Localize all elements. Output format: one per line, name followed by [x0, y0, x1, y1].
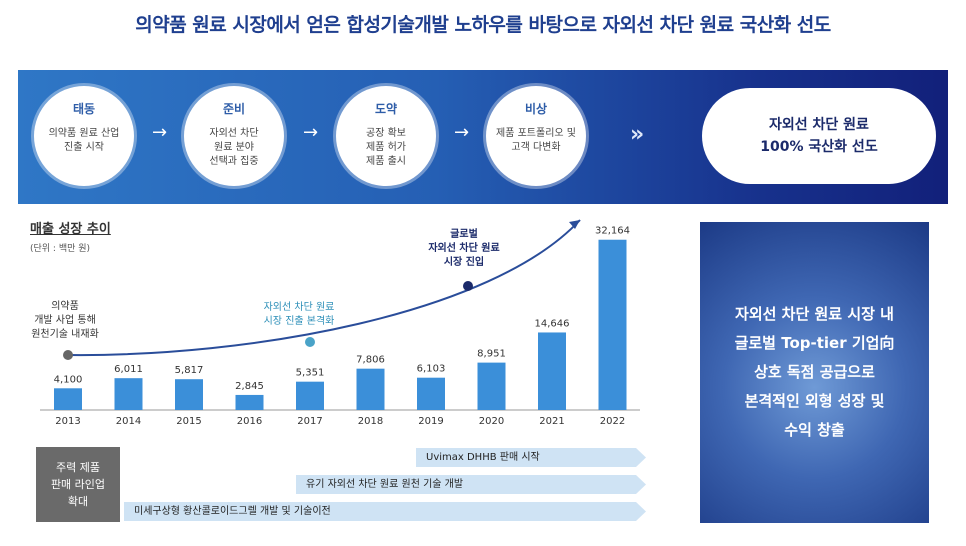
bar-value-label: 14,646 [535, 318, 570, 329]
revenue-chart: 4,100 2013 6,011 2014 5,817 2015 2,845 2016 5,35… [40, 219, 640, 427]
product-lineup-box: 주력 제품 판매 라인업 확대 [36, 447, 120, 522]
marker-2017 [305, 337, 315, 347]
stage-desc: 제품 포트폴리오 및 고객 다변화 [496, 128, 576, 153]
stage-name: 도약 [374, 102, 398, 116]
bar-value-label: 8,951 [477, 349, 506, 360]
annotation-origin: 의약품 개발 사업 통해 원천기술 내재화 [31, 301, 99, 340]
bar-value-label: 6,103 [417, 364, 446, 375]
annotation-market-entry: 자외선 차단 원료 시장 진출 본격화 [263, 302, 335, 327]
growth-curve [67, 219, 581, 357]
stage-name: 비상 [524, 102, 548, 116]
bar-2016 [235, 394, 264, 410]
bar-value-label: 4,100 [54, 374, 83, 385]
stage-name: 태동 [72, 102, 96, 116]
bar-2021 [538, 332, 566, 410]
x-tick-label: 2017 [297, 416, 322, 427]
bar-value-label: 5,817 [175, 365, 204, 376]
bar-value-label: 6,011 [114, 364, 143, 375]
bar-2018 [356, 368, 385, 410]
stage-desc: 의약품 원료 산업 진출 시작 [48, 128, 120, 153]
timeline-arrow-1: Uvimax DHHB 판매 시작 [416, 448, 646, 467]
timeline-arrow-2: 유기 자외선 차단 원료 원천 기술 개발 [296, 475, 646, 494]
right-arrow-icon: → [152, 122, 168, 143]
roadmap-banner: 태동 의약품 원료 산업 진출 시작 → 준비 자외선 차단 원료 분야 선택과… [18, 70, 948, 204]
goal-badge: 자외선 차단 원료 100% 국산화 선도 [702, 88, 936, 184]
timeline-arrow-3: 미세구상형 황산콜로이드그렐 개발 및 기술이전 [124, 502, 646, 521]
stage-circle-1: 태동 의약품 원료 산업 진출 시작 [34, 86, 134, 186]
x-tick-label: 2015 [176, 416, 201, 427]
bar-2019 [417, 377, 445, 410]
summary-panel: 자외선 차단 원료 시장 내 글로벌 Top-tier 기업向 상호 독점 공급… [700, 222, 929, 523]
x-tick-label: 2022 [600, 416, 625, 427]
stage-circle-2: 준비 자외선 차단 원료 분야 선택과 집중 [184, 86, 284, 186]
bar-2013 [54, 388, 82, 410]
stage-desc: 공장 확보 제품 허가 제품 출시 [366, 128, 406, 167]
double-chevron-icon: » [630, 122, 644, 147]
annotation-global: 글로벌 자외선 차단 원료 시장 진입 [428, 229, 500, 268]
curve-arrowhead [569, 220, 580, 229]
stage-name: 준비 [222, 102, 246, 116]
bar-2015 [175, 379, 203, 410]
bar-2022 [598, 239, 627, 410]
x-tick-label: 2020 [479, 416, 504, 427]
x-tick-label: 2013 [55, 416, 80, 427]
x-tick-label: 2014 [116, 416, 141, 427]
bar-2017 [296, 381, 324, 410]
right-arrow-icon: → [303, 122, 319, 143]
x-tick-label: 2021 [539, 416, 564, 427]
marker-2013 [63, 350, 73, 360]
bar-2014 [114, 378, 143, 410]
bar-value-label: 7,806 [356, 355, 385, 366]
stage-circle-4: 비상 제품 포트폴리오 및 고객 다변화 [486, 86, 586, 186]
chart-unit: (단위 : 백만 원) [30, 244, 91, 254]
bar-2020 [477, 362, 506, 410]
bar-value-label: 5,351 [296, 368, 325, 379]
x-tick-label: 2018 [358, 416, 383, 427]
chart-heading: 매출 성장 추이 [30, 222, 111, 237]
page-title: 의약품 원료 시장에서 얻은 합성기술개발 노하우를 바탕으로 자외선 차단 원… [135, 14, 831, 36]
bar-value-label: 32,164 [595, 226, 630, 237]
right-arrow-icon: → [454, 122, 470, 143]
bar-value-label: 2,845 [235, 381, 264, 392]
stage-circle-3: 도약 공장 확보 제품 허가 제품 출시 [336, 86, 436, 186]
marker-2019 [463, 281, 473, 291]
x-tick-label: 2019 [418, 416, 443, 427]
x-tick-label: 2016 [237, 416, 262, 427]
stage-desc: 자외선 차단 원료 분야 선택과 집중 [209, 128, 259, 167]
